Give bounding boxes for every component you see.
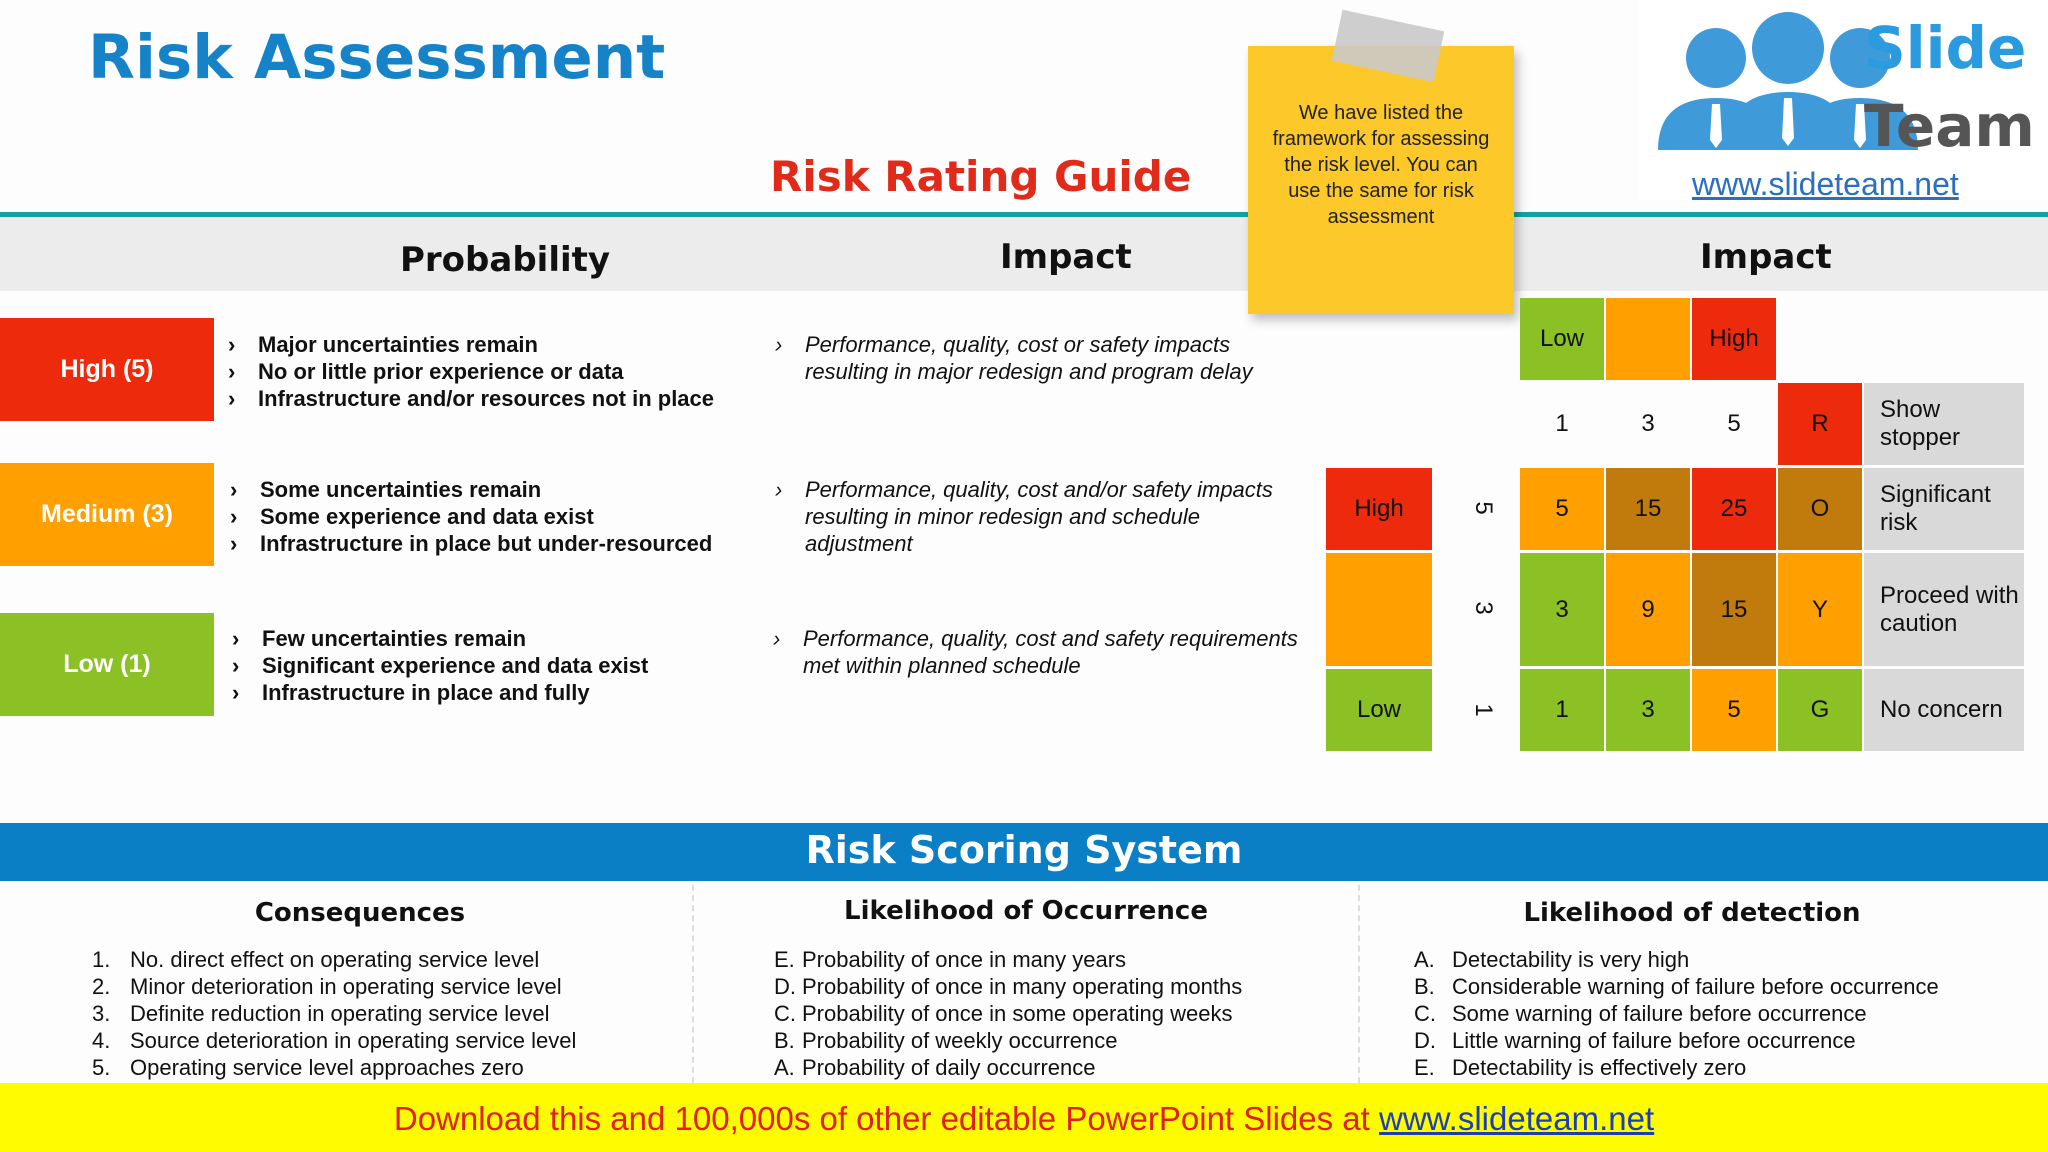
- matrix-cell: 9: [1606, 553, 1690, 666]
- impact-list-high: Performance, quality, cost or safety imp…: [775, 331, 1295, 385]
- list-item: Some uncertainties remain: [230, 476, 712, 503]
- slideteam-logo: Slide Team www.slideteam.net: [1638, 0, 2048, 202]
- impact-header: Impact: [1000, 237, 1132, 277]
- impact-scale-medium: [1606, 298, 1690, 380]
- list-item: 2. Minor deterioration in operating servi…: [92, 974, 562, 999]
- impact-number: 3: [1641, 410, 1655, 437]
- rating-high: High (5): [0, 318, 214, 421]
- code-red: R: [1778, 383, 1862, 465]
- code-orange: O: [1778, 468, 1862, 550]
- probability-label-low: Low: [1326, 669, 1432, 751]
- matrix-cell: 3: [1520, 553, 1604, 666]
- list-item: Infrastructure and/or resources not in p…: [228, 385, 714, 412]
- likelihood-heading: Likelihood of Occurrence: [844, 896, 1208, 926]
- divider-line: [0, 212, 2048, 217]
- list-item: C. Probability of once in some operating …: [774, 1001, 1233, 1026]
- matrix-cell: 25: [1692, 468, 1776, 550]
- list-item: Performance, quality, cost or safety imp…: [775, 331, 1295, 385]
- rating-low: Low (1): [0, 613, 214, 716]
- code-green: G: [1778, 669, 1862, 751]
- page-title: Risk Assessment: [88, 22, 666, 93]
- probability-header: Probability: [400, 240, 611, 280]
- matrix-cell: 15: [1692, 553, 1776, 666]
- sticky-note: We have listed the framework for assessi…: [1248, 46, 1514, 314]
- list-item: D. Probability of once in many operating …: [774, 974, 1243, 999]
- list-item: 3. Definite reduction in operating servic…: [92, 1001, 550, 1026]
- list-item: Significant experience and data exist: [232, 652, 648, 679]
- list-item: 5. Operating service level approaches zer…: [92, 1055, 524, 1080]
- impact-list-low: Performance, quality, cost and safety re…: [773, 625, 1323, 679]
- probability-number: 3: [1470, 601, 1497, 615]
- list-item: Major uncertainties remain: [228, 331, 714, 358]
- probability-list-low: Few uncertainties remain Significant exp…: [232, 625, 648, 706]
- list-item: Some experience and data exist: [230, 503, 712, 530]
- list-item: Few uncertainties remain: [232, 625, 648, 652]
- list-item: E. Detectability is effectively zero: [1414, 1055, 1747, 1080]
- label-proceed-with-caution: Proceed with caution: [1864, 553, 2024, 666]
- matrix-cell: 1: [1520, 669, 1604, 751]
- list-item: B. Probability of weekly occurrence: [774, 1028, 1118, 1053]
- list-item: Infrastructure in place but under-resour…: [230, 530, 712, 557]
- impact-number: 5: [1727, 410, 1741, 437]
- impact-list-medium: Performance, quality, cost and/or safety…: [775, 476, 1305, 557]
- list-item: Performance, quality, cost and safety re…: [773, 625, 1323, 679]
- list-item: No or little prior experience or data: [228, 358, 714, 385]
- scoring-title: Risk Scoring System: [805, 828, 1243, 872]
- download-text: Download this and 100,000s of other edit…: [393, 1100, 1655, 1137]
- list-item: Performance, quality, cost and/or safety…: [775, 476, 1305, 557]
- scoring-title-bar: [0, 823, 2048, 881]
- matrix-cell: 5: [1520, 468, 1604, 550]
- label-no-concern: No concern: [1864, 669, 2024, 751]
- impact-scale-low: Low: [1520, 298, 1604, 380]
- probability-list-high: Major uncertainties remain No or little …: [228, 331, 714, 412]
- matrix-cell: 15: [1606, 468, 1690, 550]
- matrix-cell: 5: [1692, 669, 1776, 751]
- impact-scale-high: High: [1692, 298, 1776, 380]
- probability-label-high: High: [1326, 468, 1432, 550]
- logo-url-link[interactable]: www.slideteam.net: [1692, 166, 1959, 202]
- column-header-band: [0, 217, 2048, 291]
- probability-list-medium: Some uncertainties remain Some experienc…: [230, 476, 712, 557]
- list-item: B. Considerable warning of failure before…: [1414, 974, 1939, 999]
- consequences-list: 1. No. direct effect on operating service…: [92, 946, 576, 1081]
- list-item: A. Detectability is very high: [1414, 947, 1690, 972]
- list-item: A. Probability of daily occurrence: [774, 1055, 1096, 1080]
- column-divider: [692, 885, 694, 1083]
- matrix-impact-header: Impact: [1700, 237, 1832, 277]
- label-significant-risk: Significant risk: [1864, 468, 2024, 550]
- list-item: D. Little warning of failure before occur…: [1414, 1028, 1856, 1053]
- download-link[interactable]: www.slideteam.net: [1379, 1100, 1655, 1137]
- probability-label-medium: [1326, 553, 1432, 666]
- consequences-heading: Consequences: [254, 898, 466, 928]
- logo-name-bottom: Team: [1864, 92, 2035, 160]
- matrix-cell: 3: [1606, 669, 1690, 751]
- detection-heading: Likelihood of detection: [1523, 898, 1861, 928]
- code-yellow: Y: [1778, 553, 1862, 666]
- list-item: 4. Source deterioration in operating serv…: [92, 1028, 577, 1053]
- logo-name-top: Slide: [1864, 14, 2027, 82]
- list-item: C. Some warning of failure before occurre…: [1414, 1001, 1867, 1026]
- rating-medium: Medium (3): [0, 463, 214, 566]
- list-item: E. Probability of once in many years: [774, 947, 1127, 972]
- probability-number: 5: [1470, 501, 1497, 515]
- people-logo-icon: [1658, 12, 1918, 150]
- download-banner: [0, 1083, 2048, 1152]
- column-divider: [1358, 885, 1360, 1083]
- impact-number: 1: [1555, 410, 1569, 437]
- detection-list: A. Detectability is very high B. Considera…: [1414, 946, 1939, 1081]
- list-item: Infrastructure in place and fully: [232, 679, 648, 706]
- probability-number: 1: [1470, 703, 1497, 717]
- list-item: 1. No. direct effect on operating service…: [92, 947, 540, 972]
- label-show-stopper: Show stopper: [1864, 383, 2024, 465]
- guide-title: Risk Rating Guide: [770, 152, 1192, 201]
- likelihood-list: E. Probability of once in many years D. Pr…: [774, 946, 1242, 1081]
